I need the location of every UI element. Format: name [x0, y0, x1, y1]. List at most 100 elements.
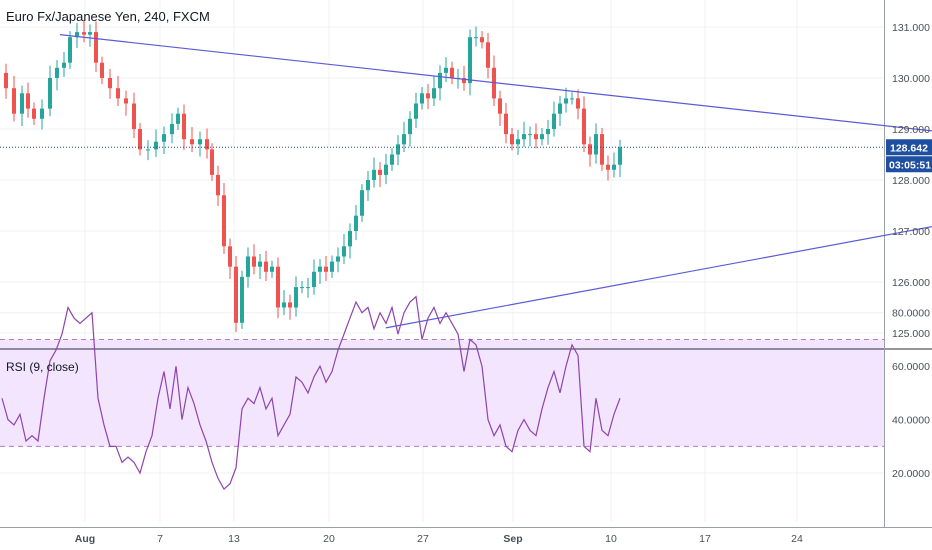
candle-up [516, 139, 520, 145]
candle-up [330, 261, 334, 272]
rsi-tick-label: 20.0000 [892, 468, 930, 480]
time-tick-label: 27 [417, 533, 429, 545]
candle-down [94, 32, 98, 63]
trendline [59, 34, 932, 132]
candle-up [468, 37, 472, 84]
candle-down [228, 246, 232, 267]
candle-down [588, 144, 592, 155]
main-chart-title: Euro Fx/Japanese Yen, 240, FXCM [6, 9, 210, 24]
candle-up [20, 93, 24, 114]
candle-down [132, 103, 136, 129]
candle-up [282, 302, 286, 308]
candle-up [372, 169, 376, 180]
candle-up [354, 215, 358, 231]
rsi-tick-label: 60.0000 [892, 361, 930, 373]
candle-down [222, 195, 226, 247]
candle-down [378, 169, 382, 175]
candle-up [540, 134, 544, 140]
candle-up [336, 256, 340, 262]
candle-up [414, 103, 418, 119]
candle-down [480, 37, 484, 43]
candle-up [300, 287, 304, 289]
candle-up [55, 67, 59, 78]
candle-down [504, 113, 508, 135]
rsi-band [0, 339, 884, 447]
candle-up [294, 287, 298, 308]
last-price-label: 128.642 [890, 142, 928, 154]
candle-up [438, 72, 442, 89]
candle-up [312, 271, 316, 288]
candle-down [108, 78, 112, 89]
candle-down [426, 93, 430, 99]
time-tick-label: 24 [791, 533, 803, 545]
candle-up [432, 88, 436, 99]
price-tick-label: 126.000 [892, 277, 930, 289]
candle-down [32, 108, 36, 119]
candle-down [582, 108, 586, 145]
candle-up [176, 113, 180, 124]
rsi-tick-label: 40.0000 [892, 415, 930, 427]
candle-up [552, 113, 556, 129]
price-tick-label: 128.000 [892, 175, 930, 187]
candle-up [198, 139, 202, 145]
candle-down [216, 174, 220, 196]
rsi-title: RSI (9, close) [6, 360, 79, 374]
rsi-tick-label: 80.0000 [892, 308, 930, 320]
time-tick-label: Aug [75, 533, 95, 545]
candle-up [360, 190, 364, 216]
candle-down [498, 98, 502, 114]
candle-down [234, 266, 238, 323]
candle-up [366, 180, 370, 191]
candle-down [100, 62, 104, 78]
candle-up [162, 134, 166, 142]
candle-down [190, 139, 194, 145]
candle-down [510, 134, 514, 145]
candle-up [390, 154, 394, 165]
candle-up [75, 32, 79, 38]
candle-up [594, 134, 598, 155]
rsi-line [1, 295, 621, 491]
candle-down [486, 42, 490, 68]
price-tick-label: 129.000 [892, 124, 930, 136]
candle-down [210, 149, 214, 175]
candle-up [306, 287, 310, 289]
time-tick-label: 7 [157, 533, 163, 545]
candle-down [205, 139, 209, 150]
candle-up [342, 246, 346, 257]
candle-up [270, 266, 274, 272]
time-tick-label: 10 [605, 533, 617, 545]
candle-down [252, 256, 256, 267]
candle-down [116, 88, 120, 99]
candle-down [82, 32, 86, 35]
time-tick-label: 13 [228, 533, 240, 545]
candle-down [606, 164, 610, 170]
candle-down [462, 78, 466, 84]
candle-up [474, 37, 478, 39]
time-tick-label: Sep [503, 533, 522, 545]
price-tick-label: 127.000 [892, 226, 930, 238]
time-tick-label: 17 [699, 533, 711, 545]
candle-up [384, 164, 388, 175]
trendline [385, 225, 932, 329]
candle-up [318, 266, 322, 272]
candle-down [576, 98, 580, 109]
candle-down [124, 98, 128, 104]
candle-up [154, 141, 158, 150]
candle-down [324, 266, 328, 272]
candle-down [288, 302, 292, 308]
candle-up [146, 149, 150, 151]
candle-down [138, 129, 142, 150]
candle-up [258, 261, 262, 267]
candle-up [170, 123, 174, 135]
countdown-label: 03:05:51 [889, 159, 931, 171]
candle-up [522, 134, 526, 140]
candle-up [546, 129, 550, 135]
candle-up [618, 147, 622, 165]
price-tick-label: 131.000 [892, 22, 930, 34]
candle-down [26, 93, 30, 109]
candle-up [48, 78, 52, 109]
candle-up [444, 67, 448, 73]
candle-down [450, 67, 454, 78]
candle-up [564, 98, 568, 104]
